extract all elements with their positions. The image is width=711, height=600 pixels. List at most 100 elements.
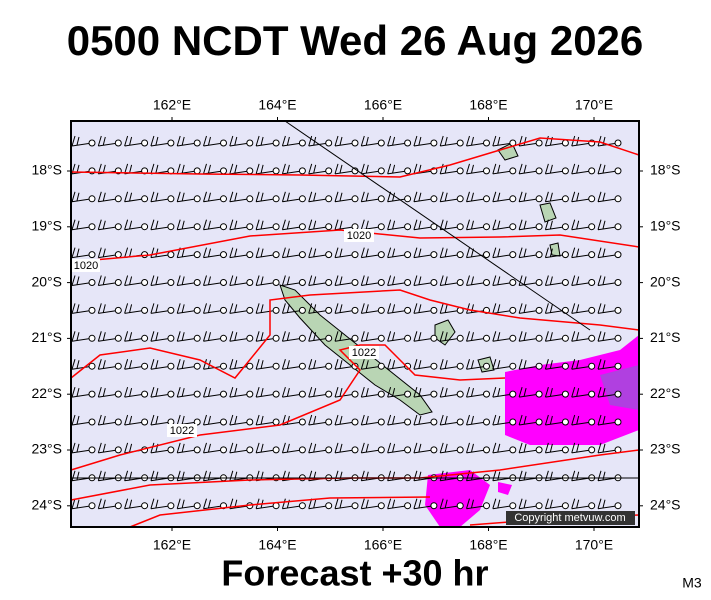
lon-label: 162°E [153,537,191,553]
wind-station [483,167,490,175]
wind-station [404,362,412,370]
wind-station [246,446,254,454]
rain-area [498,482,512,495]
lon-label: 168°E [469,97,507,113]
wind-station [535,139,543,147]
wind-station [456,167,464,175]
wind-station [114,446,122,454]
rain-area [425,470,490,527]
wind-station [325,390,333,398]
wind-station [167,279,175,286]
wind-station [272,195,280,203]
wind-station [404,334,412,342]
wind-station [535,306,543,314]
wind-station [351,251,359,259]
wind-station [509,362,517,370]
wind-station [298,418,306,426]
wind-station [377,279,385,286]
wind-station [167,390,175,398]
lon-label: 170°E [575,537,613,553]
wind-station [456,362,464,370]
wind-station [535,167,543,175]
wind-station [483,279,490,286]
lon-label: 164°E [258,537,296,553]
wind-station [456,390,464,398]
lat-label: 24°S [31,497,62,513]
wind-station [88,502,96,510]
wind-station [561,362,569,370]
wind-station [351,362,359,370]
wind-station [298,195,306,203]
wind-station [588,418,596,426]
wind-station [114,251,122,259]
wind-station [298,446,306,454]
wind-station [193,139,201,147]
wind-station [404,195,412,203]
wind-station [377,251,385,259]
wind-station [614,390,622,398]
wind-station [114,334,122,342]
wind-station [351,139,359,147]
wind-station [325,362,333,370]
wind-station [220,167,227,175]
wind-station [325,334,333,342]
wind-station [246,251,254,259]
wind-station [377,446,385,454]
isobars [70,137,640,528]
copyright: Copyright metvuw.com [514,512,625,524]
lat-label: 20°S [31,273,62,289]
wind-station [430,306,438,314]
wind-station [430,334,438,342]
wind-station [351,195,359,203]
lon-label: 166°E [364,97,402,113]
isobar-label: 1022 [170,425,194,437]
wind-station [509,251,517,259]
wind-station [509,334,517,342]
wind-station [430,446,438,454]
wind-station [325,306,333,314]
wind-station [430,502,438,510]
wind-station [88,223,96,231]
wind-station [193,195,201,203]
wind-station [588,390,596,398]
boundary-line [284,120,591,331]
wind-station [561,139,569,147]
isobar-label: 1020 [347,230,371,242]
wind-station [88,390,96,398]
isobar-label-box [349,346,379,359]
wind-station [377,139,385,147]
wind-station [561,167,569,175]
lon-label: 170°E [575,97,613,113]
wind-station [535,362,543,370]
wind-station [483,418,490,426]
wind-station [377,390,385,398]
wind-station [220,418,227,426]
wind-station [167,139,175,147]
wind-station [377,362,385,370]
wind-station [509,418,517,426]
wind-station [220,390,227,398]
wind-station [193,279,201,286]
lat-label: 20°S [650,273,681,289]
wind-station [404,167,412,175]
wind-station [272,390,280,398]
isobar [70,137,640,178]
wind-station [614,251,622,259]
wind-station [588,334,596,342]
wind-station [298,502,306,510]
map-frame [70,120,640,528]
wind-station [193,446,201,454]
isobar-label-box [167,424,197,437]
isobar-label-box [344,229,374,242]
wind-station [351,390,359,398]
wind-station [535,279,543,286]
wind-station [114,195,122,203]
wind-station [535,223,543,231]
wind-station [246,334,254,342]
wind-station [561,279,569,286]
wind-station [614,139,622,147]
island [539,202,557,223]
wind-station [509,223,517,231]
wind-station [456,195,464,203]
wind-station [456,502,464,510]
